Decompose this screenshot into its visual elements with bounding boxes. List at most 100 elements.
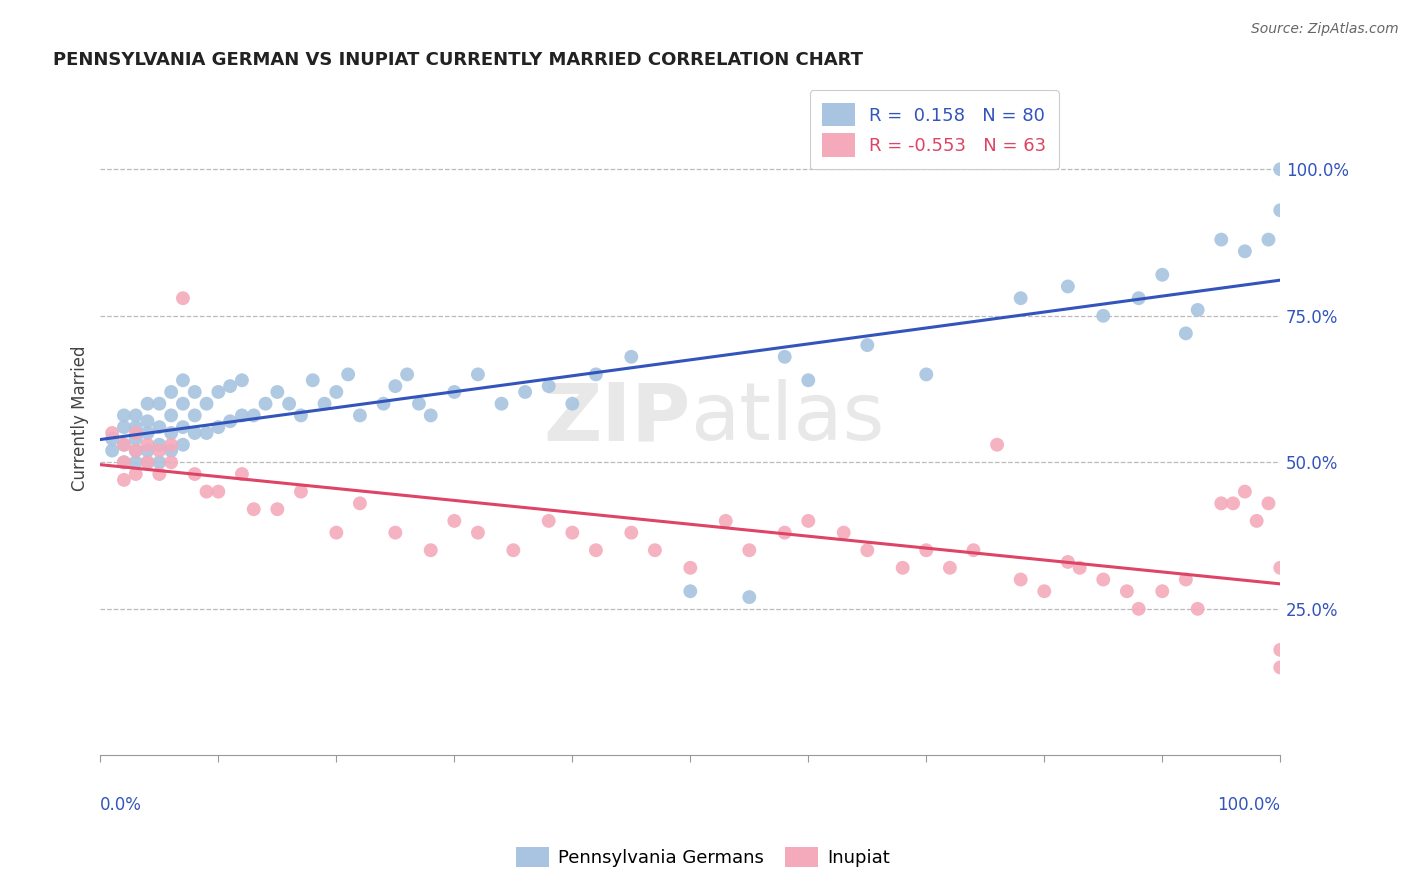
Legend: R =  0.158   N = 80, R = -0.553   N = 63: R = 0.158 N = 80, R = -0.553 N = 63 (810, 90, 1059, 169)
Legend: Pennsylvania Germans, Inupiat: Pennsylvania Germans, Inupiat (509, 839, 897, 874)
Point (1092, 573, 1115, 587)
Point (184, 384, 207, 399)
Point (714, 514, 737, 528)
Point (172, 291, 194, 305)
Point (1233, 484, 1256, 499)
Point (1187, 302, 1209, 317)
Point (915, 368, 938, 382)
Point (148, 467, 170, 481)
Point (219, 379, 242, 393)
Point (231, 373, 253, 387)
Point (986, 438, 1008, 452)
Point (112, 438, 135, 452)
Point (679, 561, 702, 575)
Point (148, 420, 170, 434)
Point (1270, 162, 1292, 177)
Point (160, 409, 183, 423)
Point (219, 414, 242, 428)
Text: PENNSYLVANIA GERMAN VS INUPIAT CURRENTLY MARRIED CORRELATION CHART: PENNSYLVANIA GERMAN VS INUPIAT CURRENTLY… (53, 51, 863, 69)
Text: ZIP: ZIP (543, 379, 690, 458)
Point (1033, 584, 1056, 599)
Point (738, 590, 761, 604)
Point (467, 525, 489, 540)
Point (962, 543, 984, 558)
Point (278, 397, 301, 411)
Point (1115, 584, 1137, 599)
Point (832, 525, 855, 540)
Point (242, 409, 264, 423)
Point (112, 438, 135, 452)
Point (337, 368, 360, 382)
Point (1211, 496, 1233, 510)
Point (125, 409, 148, 423)
Point (325, 525, 347, 540)
Point (101, 432, 124, 446)
Point (797, 514, 820, 528)
Point (125, 425, 148, 440)
Point (891, 561, 914, 575)
Point (537, 379, 560, 393)
Text: 0.0%: 0.0% (100, 796, 142, 814)
Point (254, 397, 277, 411)
Point (443, 514, 465, 528)
Point (1128, 602, 1150, 616)
Point (112, 455, 135, 469)
Point (136, 455, 159, 469)
Text: atlas: atlas (690, 379, 884, 458)
Point (184, 425, 207, 440)
Point (349, 496, 371, 510)
Point (172, 438, 194, 452)
Point (112, 455, 135, 469)
Point (207, 484, 229, 499)
Point (384, 525, 406, 540)
Point (513, 384, 536, 399)
Point (148, 455, 170, 469)
Point (561, 525, 583, 540)
Point (148, 438, 170, 452)
Point (301, 373, 323, 387)
Point (537, 514, 560, 528)
Point (184, 467, 207, 481)
Point (585, 543, 607, 558)
Point (160, 438, 183, 452)
Point (491, 397, 513, 411)
Point (915, 543, 938, 558)
Point (1270, 643, 1292, 657)
Text: 100.0%: 100.0% (1218, 796, 1281, 814)
Point (443, 384, 465, 399)
Point (1128, 291, 1150, 305)
Point (195, 397, 218, 411)
Point (467, 368, 489, 382)
Point (101, 425, 124, 440)
Point (195, 484, 218, 499)
Point (125, 467, 148, 481)
Point (1270, 561, 1292, 575)
Point (1069, 561, 1091, 575)
Text: Source: ZipAtlas.com: Source: ZipAtlas.com (1251, 22, 1399, 37)
Point (396, 368, 419, 382)
Point (408, 397, 430, 411)
Point (136, 443, 159, 458)
Point (184, 409, 207, 423)
Point (101, 443, 124, 458)
Point (349, 409, 371, 423)
Point (1233, 244, 1256, 259)
Point (125, 455, 148, 469)
Point (136, 414, 159, 428)
Point (856, 338, 879, 352)
Point (125, 432, 148, 446)
Point (112, 420, 135, 434)
Point (620, 350, 643, 364)
Point (1174, 573, 1197, 587)
Point (148, 397, 170, 411)
Point (160, 384, 183, 399)
Point (939, 561, 962, 575)
Y-axis label: Currently Married: Currently Married (72, 345, 89, 491)
Point (207, 384, 229, 399)
Point (136, 455, 159, 469)
Point (502, 543, 524, 558)
Point (773, 350, 796, 364)
Point (1257, 233, 1279, 247)
Point (1010, 291, 1032, 305)
Point (290, 484, 312, 499)
